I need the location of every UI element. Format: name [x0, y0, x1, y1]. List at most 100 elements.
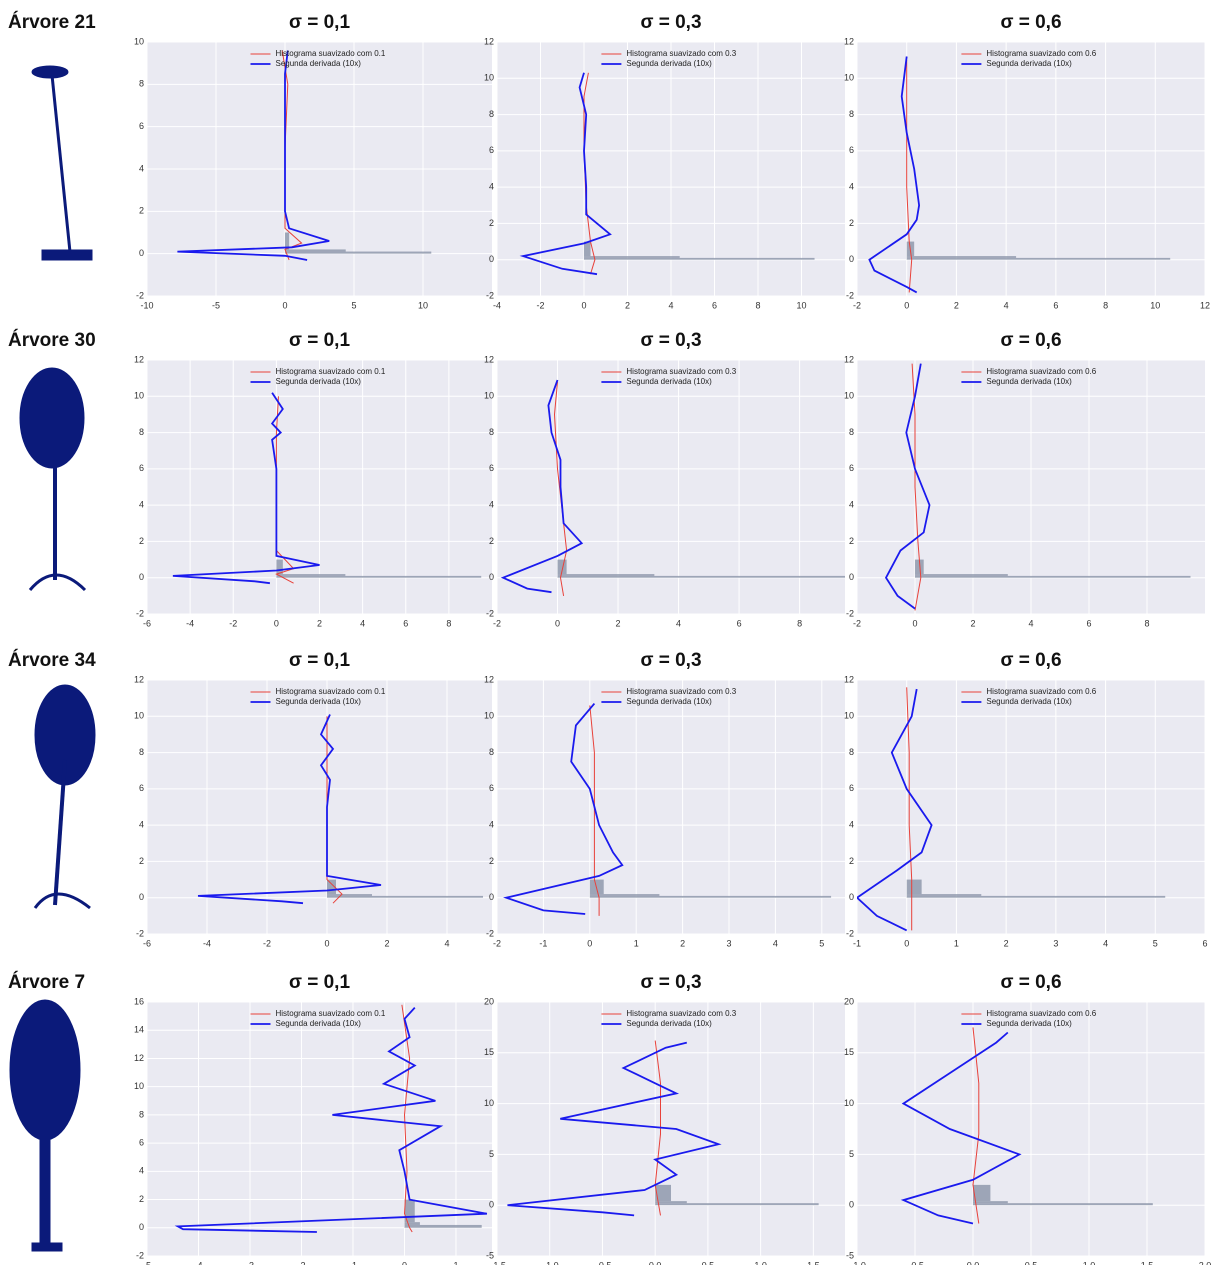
x-tick-label: -5: [143, 1260, 151, 1265]
y-tick-label: 2: [849, 536, 854, 546]
y-tick-label: 4: [849, 820, 854, 830]
y-tick-label: 4: [489, 500, 494, 510]
y-tick-label: 2: [489, 856, 494, 866]
y-tick-label: 8: [139, 79, 144, 89]
figure: Árvore 21Árvore 30Árvore 34Árvore 7σ = 0…: [0, 0, 1214, 1265]
y-tick-label: 8: [139, 1109, 144, 1119]
tree-silhouette: [20, 368, 85, 590]
y-tick-label: 10: [844, 711, 854, 721]
x-tick-label: 6: [1086, 618, 1091, 628]
legend-label: Segunda derivada (10x): [626, 697, 712, 706]
y-tick-label: 4: [849, 500, 854, 510]
x-tick-label: 0: [282, 300, 287, 310]
histogram-bar: [907, 896, 1166, 898]
y-tick-label: 5: [489, 1149, 494, 1159]
chart-title: σ = 0,3: [640, 650, 701, 671]
y-tick-label: -2: [846, 928, 854, 938]
y-tick-label: 15: [484, 1047, 494, 1057]
chart-title: σ = 0,3: [640, 972, 701, 993]
legend-label: Segunda derivada (10x): [276, 377, 362, 386]
x-tick-label: -2: [853, 300, 861, 310]
x-tick-label: 0.0: [649, 1260, 662, 1265]
y-tick-label: 6: [849, 783, 854, 793]
histogram-bar: [907, 256, 1016, 258]
chart-title: σ = 0,1: [289, 972, 350, 993]
histogram-bar: [285, 249, 346, 251]
y-tick-label: 16: [134, 996, 144, 1006]
x-tick-label: 4: [668, 300, 673, 310]
x-tick-label: 5: [819, 938, 824, 948]
legend-label: Segunda derivada (10x): [276, 697, 362, 706]
y-tick-label: 0: [489, 572, 494, 582]
x-tick-label: -4: [203, 938, 211, 948]
y-tick-label: 15: [844, 1047, 854, 1057]
y-tick-label: 12: [484, 354, 494, 364]
histogram-bar: [584, 256, 680, 258]
x-tick-label: 10: [796, 300, 806, 310]
y-tick-label: 12: [484, 36, 494, 46]
y-tick-label: 2: [139, 536, 144, 546]
x-tick-label: 1: [634, 938, 639, 948]
x-tick-label: −0.5: [594, 1260, 612, 1265]
chart-title: σ = 0,1: [289, 330, 350, 351]
x-tick-label: 1.5: [807, 1260, 820, 1265]
legend-label: Segunda derivada (10x): [626, 377, 712, 386]
x-tick-label: 0.5: [1025, 1260, 1038, 1265]
y-tick-label: -5: [486, 1250, 494, 1260]
histogram-bar: [404, 1222, 419, 1225]
y-tick-label: 6: [849, 145, 854, 155]
y-tick-label: 4: [139, 820, 144, 830]
y-tick-label: 12: [844, 354, 854, 364]
row-label: Árvore 30: [8, 329, 96, 351]
x-tick-label: -1: [853, 938, 861, 948]
tree-silhouette: [35, 685, 95, 908]
x-tick-label: 0: [581, 300, 586, 310]
x-tick-label: 3: [1053, 938, 1058, 948]
x-tick-label: 8: [755, 300, 760, 310]
y-tick-label: 10: [484, 73, 494, 83]
x-tick-label: 1.5: [1141, 1260, 1154, 1265]
legend-label: Histograma suavizado com 0.1: [276, 49, 386, 58]
y-tick-label: 12: [134, 674, 144, 684]
chart-title: σ = 0,6: [1000, 972, 1061, 993]
y-tick-label: -2: [486, 608, 494, 618]
y-tick-label: -2: [136, 290, 144, 300]
x-tick-label: 4: [360, 618, 365, 628]
histogram-bar: [327, 894, 372, 896]
y-tick-label: 5: [849, 1149, 854, 1159]
tree-silhouette: [10, 1000, 80, 1251]
x-tick-label: 10: [1150, 300, 1160, 310]
legend-label: Histograma suavizado com 0.1: [276, 1009, 386, 1018]
x-tick-label: 12: [1200, 300, 1210, 310]
y-tick-label: 10: [134, 391, 144, 401]
histogram-bar: [276, 576, 481, 578]
x-tick-label: 6: [403, 618, 408, 628]
x-tick-label: -2: [536, 300, 544, 310]
y-tick-label: 2: [489, 536, 494, 546]
legend-label: Histograma suavizado com 0.6: [986, 49, 1096, 58]
histogram-bar: [973, 1203, 1153, 1205]
y-tick-label: 8: [489, 427, 494, 437]
legend-label: Histograma suavizado com 0.1: [276, 367, 386, 376]
legend-label: Histograma suavizado com 0.1: [276, 687, 386, 696]
x-tick-label: 2: [625, 300, 630, 310]
y-tick-label: -2: [136, 1250, 144, 1260]
y-tick-label: 12: [484, 674, 494, 684]
y-tick-label: 0: [139, 248, 144, 258]
chart-title: σ = 0,3: [640, 330, 701, 351]
y-tick-label: 12: [844, 674, 854, 684]
x-tick-label: -10: [140, 300, 153, 310]
x-tick-label: −1.0: [848, 1260, 866, 1265]
legend-label: Segunda derivada (10x): [986, 697, 1072, 706]
chart-title: σ = 0,3: [640, 12, 701, 33]
y-tick-label: 10: [484, 1098, 494, 1108]
y-tick-label: 6: [849, 463, 854, 473]
x-tick-label: 4: [1028, 618, 1033, 628]
x-tick-label: 0: [555, 618, 560, 628]
y-tick-label: 8: [849, 427, 854, 437]
x-tick-label: -6: [143, 618, 151, 628]
x-tick-label: 6: [737, 618, 742, 628]
histogram-bar: [907, 880, 922, 895]
legend-label: Segunda derivada (10x): [986, 377, 1072, 386]
y-tick-label: 2: [139, 856, 144, 866]
